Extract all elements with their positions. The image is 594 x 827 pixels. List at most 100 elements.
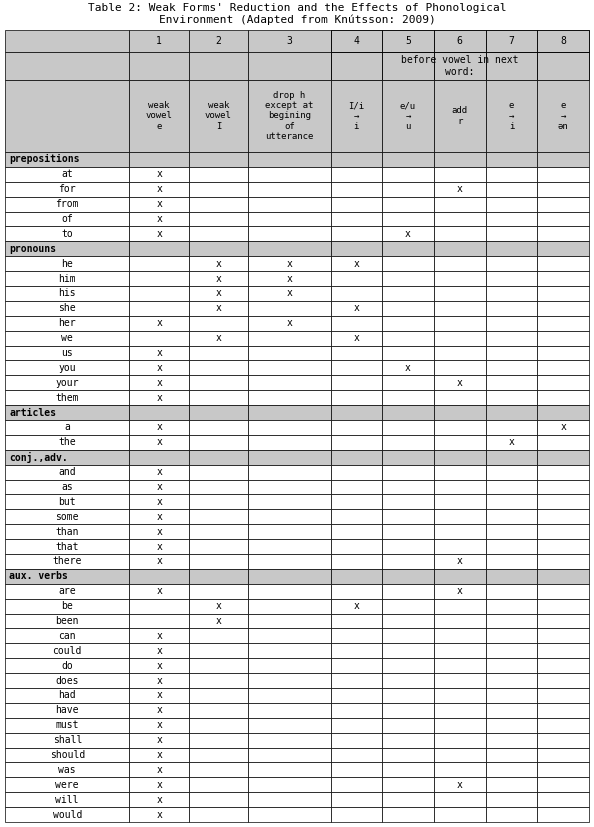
- Bar: [5, 212, 129, 227]
- Text: from: from: [55, 199, 79, 209]
- Bar: [538, 718, 589, 733]
- Bar: [382, 465, 434, 480]
- Text: 6: 6: [457, 36, 463, 46]
- Bar: [538, 733, 589, 748]
- Bar: [434, 361, 486, 375]
- Bar: [248, 480, 330, 495]
- Text: him: him: [58, 274, 76, 284]
- Bar: [129, 435, 189, 450]
- Bar: [538, 227, 589, 241]
- Bar: [189, 316, 248, 331]
- Bar: [382, 748, 434, 762]
- Bar: [382, 673, 434, 688]
- Bar: [486, 777, 538, 792]
- Bar: [189, 569, 248, 584]
- Bar: [330, 30, 589, 52]
- Bar: [538, 256, 589, 271]
- Bar: [129, 52, 189, 80]
- Text: x: x: [216, 333, 222, 343]
- Bar: [189, 495, 248, 509]
- Text: her: her: [58, 318, 76, 328]
- Bar: [382, 807, 434, 822]
- Bar: [5, 673, 129, 688]
- Bar: [538, 52, 589, 80]
- Bar: [486, 346, 538, 361]
- Bar: [189, 405, 248, 420]
- Text: a: a: [64, 423, 70, 433]
- Bar: [382, 167, 434, 182]
- Bar: [330, 658, 382, 673]
- Bar: [434, 182, 486, 197]
- Bar: [538, 152, 589, 167]
- Bar: [434, 227, 486, 241]
- Bar: [486, 495, 538, 509]
- Bar: [5, 256, 129, 271]
- Bar: [434, 346, 486, 361]
- Bar: [486, 52, 538, 80]
- Bar: [382, 480, 434, 495]
- Bar: [129, 316, 189, 331]
- Text: you: you: [58, 363, 76, 373]
- Bar: [5, 152, 129, 167]
- Text: x: x: [216, 259, 222, 269]
- Bar: [129, 227, 189, 241]
- Bar: [434, 316, 486, 331]
- Bar: [248, 807, 330, 822]
- Bar: [189, 52, 248, 80]
- Bar: [5, 420, 129, 435]
- Bar: [382, 658, 434, 673]
- Bar: [5, 703, 129, 718]
- Bar: [248, 703, 330, 718]
- Bar: [248, 733, 330, 748]
- Bar: [382, 792, 434, 807]
- Text: x: x: [353, 333, 359, 343]
- Bar: [486, 167, 538, 182]
- Text: are: are: [58, 586, 76, 596]
- Bar: [189, 167, 248, 182]
- Bar: [129, 733, 189, 748]
- Bar: [382, 688, 434, 703]
- Bar: [486, 390, 538, 405]
- Bar: [330, 643, 382, 658]
- Bar: [129, 197, 189, 212]
- Bar: [248, 777, 330, 792]
- Text: x: x: [156, 765, 162, 775]
- Bar: [330, 271, 382, 286]
- Bar: [330, 346, 382, 361]
- Bar: [248, 435, 330, 450]
- Bar: [434, 539, 486, 554]
- Bar: [486, 405, 538, 420]
- Bar: [189, 718, 248, 733]
- Text: she: she: [58, 304, 76, 313]
- Bar: [434, 629, 486, 643]
- Bar: [189, 673, 248, 688]
- Bar: [434, 495, 486, 509]
- Text: would: would: [52, 810, 82, 820]
- Bar: [434, 52, 486, 80]
- Bar: [434, 792, 486, 807]
- Bar: [434, 688, 486, 703]
- Bar: [382, 331, 434, 346]
- Bar: [538, 271, 589, 286]
- Bar: [5, 718, 129, 733]
- Bar: [538, 807, 589, 822]
- Bar: [538, 524, 589, 539]
- Bar: [189, 227, 248, 241]
- Bar: [330, 212, 382, 227]
- Bar: [434, 390, 486, 405]
- Bar: [538, 495, 589, 509]
- Bar: [538, 331, 589, 346]
- Bar: [434, 807, 486, 822]
- Bar: [486, 554, 538, 569]
- Bar: [538, 584, 589, 599]
- Bar: [129, 599, 189, 614]
- Bar: [129, 539, 189, 554]
- Bar: [382, 643, 434, 658]
- Bar: [382, 509, 434, 524]
- Bar: [434, 152, 486, 167]
- Bar: [330, 569, 382, 584]
- Bar: [382, 316, 434, 331]
- Bar: [189, 286, 248, 301]
- Bar: [330, 420, 382, 435]
- Bar: [129, 390, 189, 405]
